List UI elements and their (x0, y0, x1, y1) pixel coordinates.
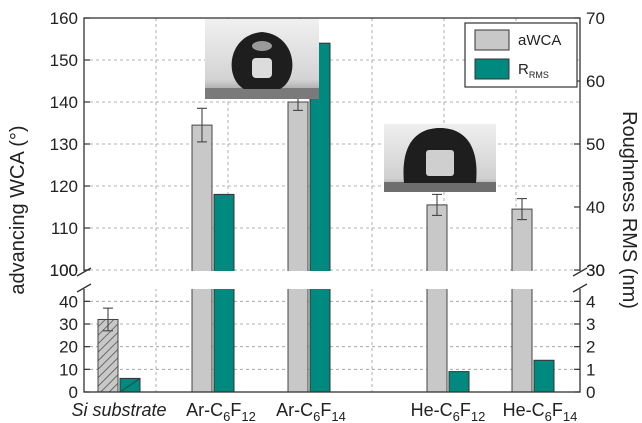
legend: aWCA RRMS (464, 22, 578, 88)
tick-label-right: 40 (586, 198, 605, 217)
x-tick-label: Ar-C6F12 (186, 400, 256, 423)
tick-label-right: 4 (586, 292, 595, 311)
x-tick-label-part: He-C (411, 400, 453, 420)
x-tick-label-part: 14 (331, 409, 345, 423)
bar-awca (191, 124, 213, 393)
tick-label-left: 140 (50, 93, 78, 112)
tick-label-left: 40 (59, 292, 78, 311)
x-tick-label: Ar-C6F14 (276, 400, 346, 423)
tick-label-right: 2 (586, 338, 595, 357)
legend-label-rms: RRMS (518, 61, 549, 80)
droplet-image-he (384, 124, 496, 192)
axes-group: 0 10 20 30 40 100 110 120 130 140 150 160 0 1 2 3 4 30 40 5… (50, 9, 605, 402)
y-axis-left-title: advancing WCA (°) (7, 125, 29, 294)
break-mark-left-top (76, 267, 92, 277)
droplet-image-ar (205, 19, 319, 99)
legend-swatch-rms (474, 58, 510, 80)
tick-label-left: 150 (50, 51, 78, 70)
x-axis-labels: Si substrate Ar-C6F12 Ar-C6F14 He-C6F12 He-C… (71, 400, 577, 423)
x-tick-label-part: F (460, 400, 471, 420)
tick-label-right-break: 30 (586, 261, 605, 280)
x-tick-label-part: F (552, 400, 563, 420)
tick-label-left-break: 100 (50, 261, 78, 280)
bar-awca (511, 208, 533, 393)
x-tick-label-part: 12 (471, 409, 485, 423)
legend-label-awca: aWCA (518, 32, 561, 49)
x-tick-label-part: He-C (503, 400, 545, 420)
bars-group (97, 42, 555, 393)
tick-label-right: 30 (586, 261, 605, 280)
plot-frame (83, 17, 581, 393)
x-tick-label-part: Ar-C (276, 400, 313, 420)
tick-label-left: 120 (50, 177, 78, 196)
x-tick-label-part: 6 (545, 409, 552, 423)
tick-label-right: 1 (586, 360, 595, 379)
tick-label-right: 3 (586, 315, 595, 334)
x-tick-label-part: 6 (223, 409, 230, 423)
tick-label-right: 70 (586, 9, 605, 28)
tick-label-left: 10 (59, 360, 78, 379)
bar-awca (287, 101, 309, 393)
bar-awca (426, 204, 448, 393)
tick-label-left: 0 (69, 383, 78, 402)
legend-swatch-awca (474, 29, 510, 51)
x-tick-label: He-C6F14 (503, 400, 578, 423)
tick-label-right: 60 (586, 72, 605, 91)
tick-label-left: 30 (59, 315, 78, 334)
tick-label-left: 20 (59, 338, 78, 357)
y-axis-right-title: Roughness RMS (nm) (618, 111, 640, 309)
bar-rms (213, 193, 235, 393)
x-tick-label-part: 12 (241, 409, 255, 423)
bar-rms-hatch (119, 377, 141, 393)
axis-break-band (74, 271, 590, 289)
legend-label-rms-base: R (518, 61, 529, 78)
legend-label-rms-sub: RMS (529, 70, 549, 80)
tick-label-left: 100 (50, 261, 78, 280)
bar-rms (448, 371, 470, 393)
tick-label-right: 0 (586, 383, 595, 402)
x-tick-label: He-C6F12 (411, 400, 486, 423)
break-mark-right-top (572, 267, 588, 277)
tick-label-left: 160 (50, 9, 78, 28)
x-tick-label-part: 14 (563, 409, 577, 423)
x-tick-label-part: Ar-C (186, 400, 223, 420)
tick-label-right: 50 (586, 135, 605, 154)
break-mark-right-bottom (572, 283, 588, 293)
x-tick-label-part: 6 (453, 409, 460, 423)
tick-label-left: 130 (50, 135, 78, 154)
x-tick-label-part: 6 (313, 409, 320, 423)
x-tick-label-part: F (320, 400, 331, 420)
bar-rms (533, 359, 555, 393)
tick-label-left: 110 (51, 219, 78, 238)
x-tick-label-part: F (230, 400, 241, 420)
break-mark-left-bottom (76, 283, 92, 293)
x-tick-label: Si substrate (71, 400, 166, 420)
